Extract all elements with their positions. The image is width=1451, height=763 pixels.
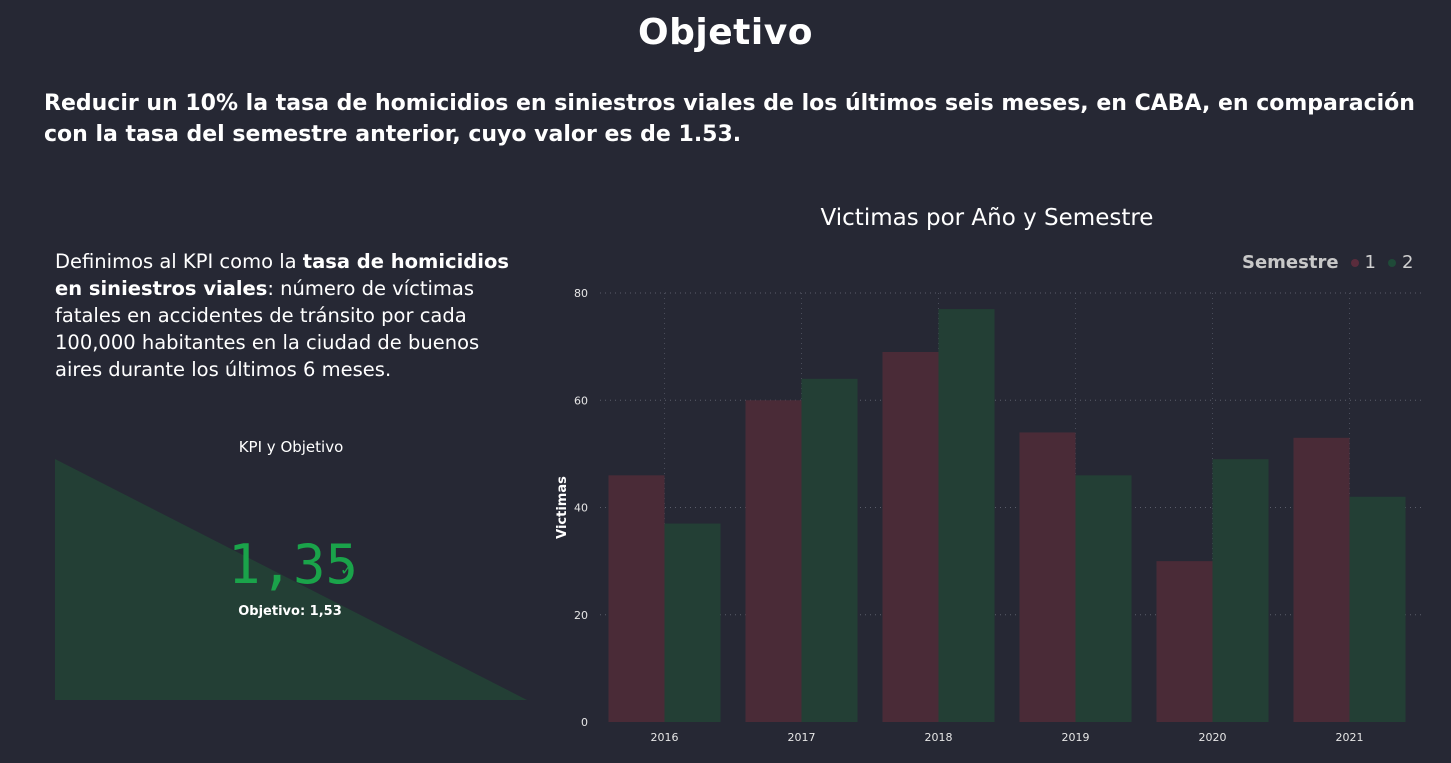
legend-dot-1 bbox=[1350, 258, 1359, 267]
bar-2016-semestre-1 bbox=[608, 475, 665, 722]
bar-2016-semestre-2 bbox=[664, 523, 721, 722]
legend-label-2: 2 bbox=[1402, 252, 1414, 273]
bar-2020-semestre-1 bbox=[1156, 561, 1213, 722]
kpi-value: 1,35 bbox=[228, 533, 359, 596]
legend-item-2[interactable]: 2 bbox=[1388, 252, 1413, 273]
x-tick-label: 2016 bbox=[651, 731, 679, 744]
bar-2017-semestre-2 bbox=[801, 378, 858, 722]
bar-2020-semestre-2 bbox=[1212, 459, 1269, 722]
chart-title: Victimas por Año y Semestre bbox=[820, 205, 1154, 231]
y-tick-label: 60 bbox=[574, 394, 588, 407]
y-axis-label: Victimas bbox=[555, 476, 570, 539]
y-tick-label: 40 bbox=[574, 502, 588, 515]
x-tick-label: 2017 bbox=[788, 731, 816, 744]
bar-chart: 0 20 40 60 80 Victimas 2016 2017 2018 2019 2020 202… bbox=[555, 287, 1422, 744]
page-title: Objetivo bbox=[638, 12, 813, 53]
chart-legend: Semestre 1 2 bbox=[1242, 252, 1419, 273]
check-icon: ✓ bbox=[340, 560, 354, 579]
objective-text: Reducir un 10% la tasa de homicidios en … bbox=[44, 91, 1415, 147]
kpi-definition: Definimos al KPI como la tasa de homicid… bbox=[55, 248, 525, 383]
kpi-def-prefix: Definimos al KPI como la bbox=[55, 250, 303, 273]
legend-title: Semestre bbox=[1242, 252, 1339, 273]
legend-item-1[interactable]: 1 bbox=[1350, 252, 1376, 273]
kpi-visual-title: KPI y Objetivo bbox=[238, 438, 344, 456]
bar-2018-semestre-1 bbox=[882, 351, 939, 722]
x-tick-label: 2021 bbox=[1336, 731, 1364, 744]
kpi-triangle bbox=[55, 459, 527, 700]
bar-2019-semestre-2 bbox=[1075, 475, 1132, 722]
y-tick-label: 80 bbox=[574, 287, 588, 300]
kpi-goal-label: Objetivo: 1,53 bbox=[238, 604, 342, 619]
bar-2018-semestre-2 bbox=[938, 309, 995, 722]
x-tick-label: 2018 bbox=[925, 731, 953, 744]
x-tick-label: 2020 bbox=[1199, 731, 1227, 744]
y-tick-label: 0 bbox=[581, 716, 588, 729]
legend-dot-2 bbox=[1388, 258, 1396, 267]
bar-2021-semestre-1 bbox=[1293, 437, 1350, 722]
y-tick-label: 20 bbox=[574, 609, 588, 622]
kpi-def-bold: tasa de homicidios en siniestros viales bbox=[55, 250, 509, 300]
bar-2019-semestre-1 bbox=[1019, 432, 1076, 722]
bar-2017-semestre-1 bbox=[745, 400, 802, 722]
legend-label-1: 1 bbox=[1364, 252, 1376, 273]
bar-2021-semestre-2 bbox=[1349, 496, 1406, 722]
x-tick-label: 2019 bbox=[1062, 731, 1090, 744]
kpi-def-suffix: : número de víctimas fatales en accident… bbox=[55, 277, 480, 381]
